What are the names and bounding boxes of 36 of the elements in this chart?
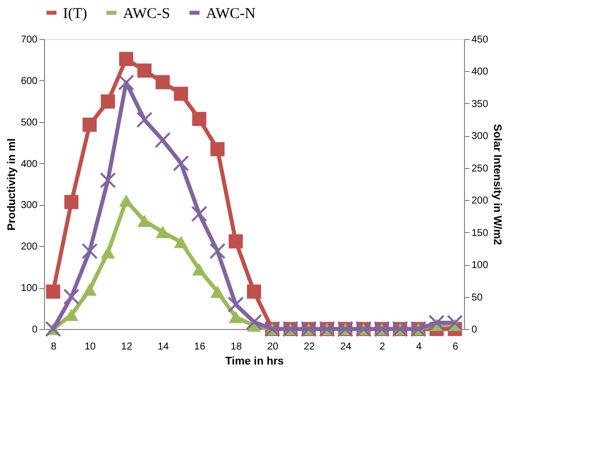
x-tick-label: 14: [158, 342, 170, 352]
y-tick-label: 700: [20, 34, 38, 46]
y-axis-title: Productivity in ml: [6, 138, 18, 231]
x-tick-label: 16: [194, 342, 206, 352]
y2-tick-label: 0: [472, 324, 478, 336]
x-tick-label: 6: [452, 342, 459, 352]
x-tick-label: 22: [304, 342, 316, 352]
y2-tick-label: 300: [472, 131, 489, 142]
x-tick-label: 10: [84, 342, 96, 352]
y2-tick-label: 350: [472, 98, 489, 110]
x-tick-label: 24: [340, 342, 352, 352]
y2-tick-label: 400: [472, 66, 489, 78]
x-tick-label: 2: [380, 342, 386, 352]
x-tick-label: 12: [121, 342, 133, 352]
x-tick-label: 18: [230, 342, 242, 352]
legend-label: I(T): [63, 6, 88, 22]
x-tick-label: 8: [50, 342, 57, 352]
y-tick-label: 300: [20, 200, 38, 212]
y-tick-label: 600: [20, 76, 38, 87]
y2-tick-label: 150: [472, 228, 489, 239]
y2-tick-label: 450: [472, 34, 489, 46]
y-tick-label: 200: [20, 242, 38, 253]
x-tick-label: 20: [267, 342, 279, 352]
y-tick-label: 500: [20, 117, 38, 128]
y2-tick-label: 50: [472, 292, 484, 304]
y-tick-label: 0: [32, 324, 38, 336]
y2-tick-label: 250: [472, 163, 489, 174]
y-tick-label: 400: [20, 158, 38, 170]
legend-label: AWC-N: [206, 6, 256, 22]
y2-axis-title: Solar Intensity in W/m2: [491, 124, 504, 246]
y2-tick-label: 100: [472, 260, 489, 272]
y-tick-label: 100: [20, 283, 38, 294]
x-tick-label: 4: [416, 342, 422, 352]
y2-tick-label: 200: [472, 196, 489, 207]
legend-label: AWC-S: [123, 6, 170, 22]
x-axis-title: Time in hrs: [225, 356, 284, 368]
